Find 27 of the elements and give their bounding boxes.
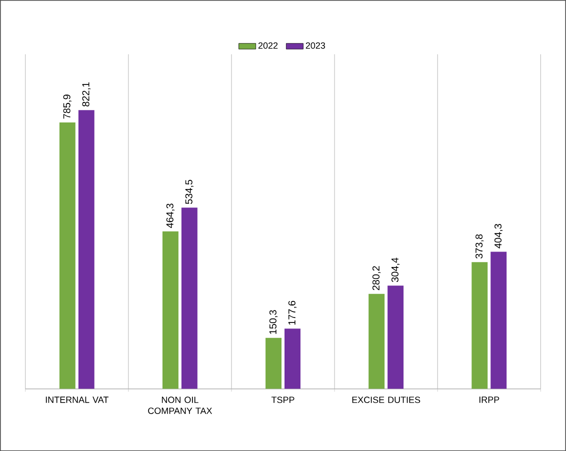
- data-label: 177,6: [288, 300, 297, 325]
- bar: [162, 231, 178, 389]
- x-tick-label: IRPP: [479, 396, 500, 403]
- data-label: 534,5: [185, 180, 194, 204]
- data-label: 464,3: [166, 204, 175, 228]
- bar: [388, 286, 404, 389]
- bar: [284, 328, 300, 389]
- x-tick-label: EXCISE DUTIES: [352, 396, 420, 403]
- bar: [368, 294, 385, 389]
- data-label: 304,4: [391, 258, 400, 282]
- bar: [472, 262, 488, 389]
- data-label: 373,8: [476, 234, 484, 258]
- data-label: 150,3: [269, 310, 278, 334]
- bar: [266, 338, 282, 389]
- legend-label: 2022: [258, 42, 278, 49]
- data-label: 280,2: [372, 266, 381, 290]
- bar: [181, 208, 198, 389]
- data-label: 404,3: [494, 224, 503, 248]
- legend-label: 2023: [306, 42, 326, 49]
- bar: [59, 122, 76, 389]
- x-tick-label: TSPP: [271, 396, 294, 403]
- data-label: 822,1: [82, 82, 91, 106]
- x-tick-label: INTERNAL VAT: [46, 396, 108, 403]
- data-label: 785,9: [63, 94, 72, 119]
- bar: [490, 252, 507, 389]
- x-tick-label: NON OIL COMPANY TAX: [148, 396, 212, 414]
- bar: [78, 110, 94, 389]
